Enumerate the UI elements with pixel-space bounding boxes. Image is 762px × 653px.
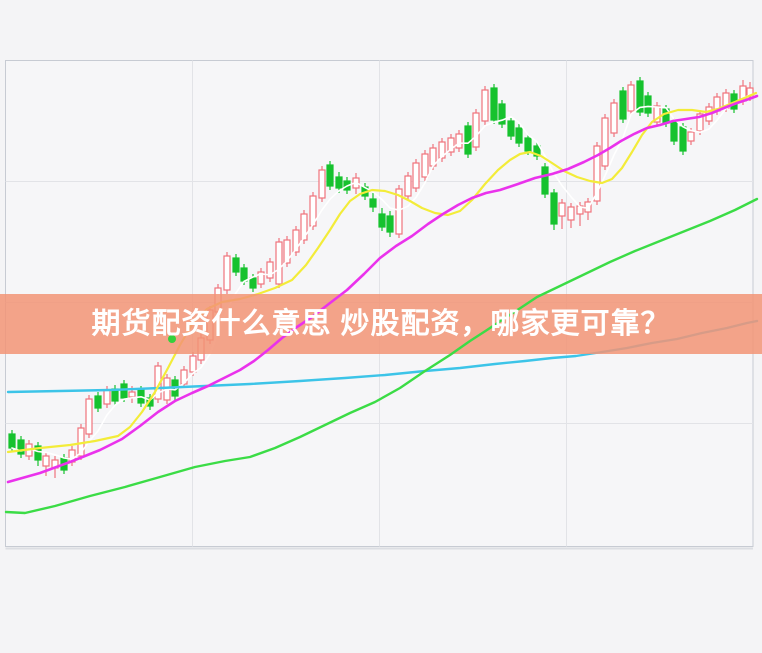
green-dot-marker [168,335,176,343]
ma-short-white-line [11,93,751,460]
ma-green-line [4,197,759,515]
ma-magenta-line [6,94,759,484]
promo-banner [0,294,762,354]
